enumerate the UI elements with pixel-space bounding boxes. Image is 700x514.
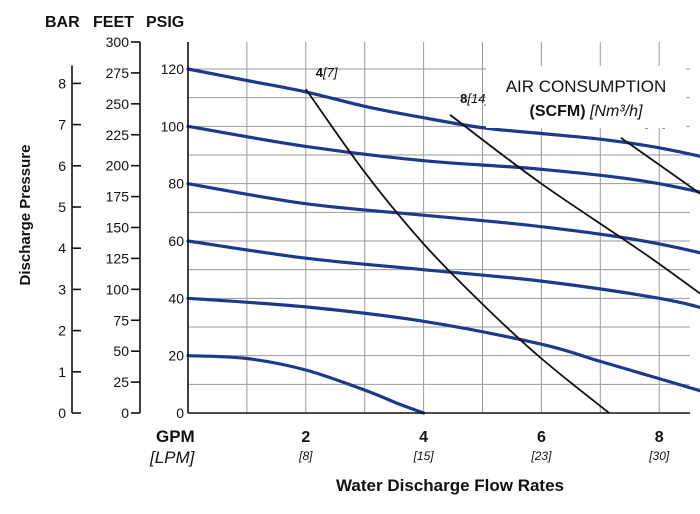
air-line-label-value: 8 bbox=[460, 91, 467, 106]
feet-tick-label: 125 bbox=[106, 250, 130, 266]
bar-tick-label: 1 bbox=[58, 364, 66, 380]
axes bbox=[71, 41, 690, 414]
psig-tick-label: 20 bbox=[168, 348, 184, 364]
air-line-label-8: 8[14] bbox=[460, 91, 489, 106]
feet-tick-label: 250 bbox=[106, 96, 130, 112]
bar-tick-label: 2 bbox=[58, 323, 66, 339]
air-line-12 bbox=[620, 137, 700, 195]
air-line-8 bbox=[449, 114, 700, 295]
pressure-curve-120 bbox=[186, 67, 700, 158]
x-tick-label: 6 bbox=[537, 429, 546, 446]
chart-subtitle-bold: (SCFM) bbox=[530, 103, 586, 120]
y-axis-label: Discharge Pressure bbox=[17, 145, 34, 286]
chart-title-box: AIR CONSUMPTION (SCFM) [Nm³/h] bbox=[486, 66, 686, 128]
feet-tick-label: 150 bbox=[106, 220, 130, 236]
pressure-curves bbox=[186, 67, 700, 415]
pressure-curve-40 bbox=[186, 296, 700, 393]
psig-tick-label: 100 bbox=[161, 118, 185, 134]
x-tick-label: 8 bbox=[655, 429, 664, 446]
psig-unit-header: PSIG bbox=[146, 14, 184, 31]
bar-tick-label: 3 bbox=[58, 281, 66, 297]
feet-tick-label: 50 bbox=[113, 343, 129, 359]
psig-tick-label: 40 bbox=[168, 290, 184, 306]
x-tick-label: 4 bbox=[419, 429, 428, 446]
pressure-curve-20 bbox=[186, 354, 426, 415]
pressure-curve-60 bbox=[186, 239, 700, 310]
feet-tick-label: 175 bbox=[106, 189, 130, 205]
bar-tick-label: 0 bbox=[58, 405, 66, 421]
x-unit-gpm: GPM bbox=[156, 427, 195, 446]
air-line-label-metric: [7] bbox=[322, 65, 338, 80]
bar-tick-label: 8 bbox=[58, 75, 66, 91]
x-axis-label: Water Discharge Flow Rates bbox=[336, 476, 564, 495]
chart-subtitle-unit: [Nm³/h] bbox=[589, 103, 643, 120]
air-line-label-value: 4 bbox=[316, 65, 324, 80]
x-tick-label: 2 bbox=[301, 429, 310, 446]
pressure-curve-80 bbox=[186, 182, 700, 255]
x-tick-label-lpm: [23] bbox=[530, 449, 552, 463]
psig-tick-label: 60 bbox=[168, 233, 184, 249]
bar-tick-label: 4 bbox=[58, 240, 66, 256]
feet-tick-label: 300 bbox=[106, 34, 130, 50]
psig-tick-label: 120 bbox=[161, 61, 185, 77]
air-line-label-4: 4[7] bbox=[316, 65, 338, 80]
chart-subtitle: (SCFM) [Nm³/h] bbox=[530, 103, 643, 120]
psig-tick-label: 0 bbox=[176, 405, 184, 421]
feet-unit-header: FEET bbox=[93, 14, 134, 31]
feet-tick-label: 225 bbox=[106, 127, 130, 143]
bar-unit-header: BAR bbox=[45, 14, 80, 31]
pressure-curve-100 bbox=[186, 124, 700, 194]
x-tick-label-lpm: [8] bbox=[298, 449, 313, 463]
chart-title: AIR CONSUMPTION bbox=[506, 77, 667, 96]
psig-tick-label: 80 bbox=[168, 176, 184, 192]
feet-tick-label: 200 bbox=[106, 158, 130, 174]
feet-tick-label: 100 bbox=[106, 281, 130, 297]
bar-tick-label: 7 bbox=[58, 117, 66, 133]
air-line-label-metric: [14] bbox=[466, 91, 489, 106]
feet-tick-label: 25 bbox=[113, 374, 129, 390]
x-tick-label-lpm: [30] bbox=[648, 449, 670, 463]
tick-labels: 0204060801001200255075100125150175200225… bbox=[58, 34, 670, 463]
feet-tick-label: 0 bbox=[121, 405, 129, 421]
x-tick-label-lpm: [15] bbox=[413, 449, 435, 463]
bar-tick-label: 5 bbox=[58, 199, 66, 215]
feet-tick-label: 75 bbox=[113, 312, 129, 328]
air-line-4 bbox=[305, 88, 610, 414]
feet-tick-label: 275 bbox=[106, 65, 130, 81]
x-unit-lpm: [LPM] bbox=[149, 448, 196, 467]
bar-tick-label: 6 bbox=[58, 158, 66, 174]
